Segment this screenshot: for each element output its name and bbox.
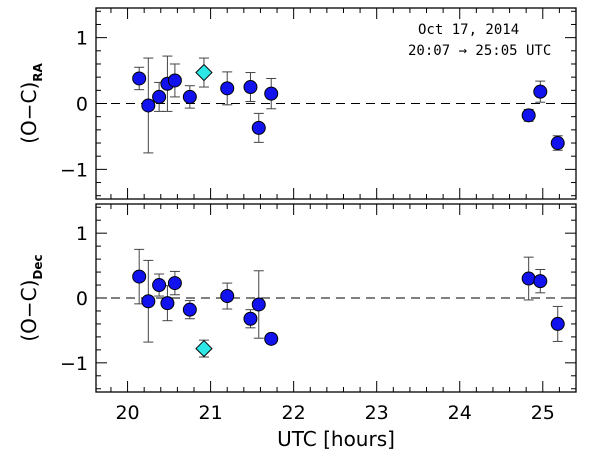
data-point <box>132 269 147 284</box>
data-point <box>550 136 565 151</box>
data-point <box>132 71 147 86</box>
y-tick-label: −1 <box>60 159 88 181</box>
data-point <box>533 274 548 289</box>
x-tick-label: 23 <box>365 402 389 424</box>
data-point <box>160 296 175 311</box>
data-point <box>182 89 197 104</box>
x-tick-label: 21 <box>199 402 223 424</box>
panel-ra: −1 0 1 (O−C)RA <box>17 7 577 200</box>
panel-dec: −1 0 1 (O−C)Dec <box>17 203 577 393</box>
data-point <box>167 73 182 88</box>
data-point <box>167 276 182 291</box>
data-point <box>533 84 548 99</box>
data-point <box>264 331 279 346</box>
data-point <box>243 80 258 95</box>
y-tick-label: −1 <box>60 353 88 375</box>
data-point <box>141 294 156 309</box>
data-point-diamond <box>195 63 213 82</box>
x-axis-label: UTC [hours] <box>277 427 395 451</box>
data-point <box>521 271 536 286</box>
data-point <box>251 120 266 135</box>
data-point <box>220 81 235 96</box>
x-tick-label: 20 <box>115 402 139 424</box>
data-point <box>220 289 235 304</box>
data-point <box>141 98 156 113</box>
data-point <box>251 297 266 312</box>
x-tick-label: 24 <box>448 402 472 424</box>
data-point <box>243 311 258 326</box>
data-point-diamond <box>195 339 213 358</box>
data-point <box>152 278 167 293</box>
data-point <box>521 108 536 123</box>
y-tick-label: 1 <box>76 28 88 50</box>
data-point <box>152 89 167 104</box>
annotation-date: Oct 17, 2014 <box>418 22 519 38</box>
data-point <box>182 302 197 317</box>
y-tick-label: 0 <box>76 94 88 116</box>
data-point <box>264 86 279 101</box>
y-tick-label: 1 <box>76 223 88 245</box>
annotation-time-range: 20:07 → 25:05 UTC <box>408 43 551 59</box>
y-axis-label-dec: (O−C)Dec <box>17 254 45 341</box>
y-axis-label-ra: (O−C)RA <box>17 62 45 143</box>
x-tick-label: 22 <box>282 402 306 424</box>
y-tick-label: 0 <box>76 288 88 310</box>
data-point <box>550 316 565 331</box>
x-tick-label: 25 <box>531 402 555 424</box>
